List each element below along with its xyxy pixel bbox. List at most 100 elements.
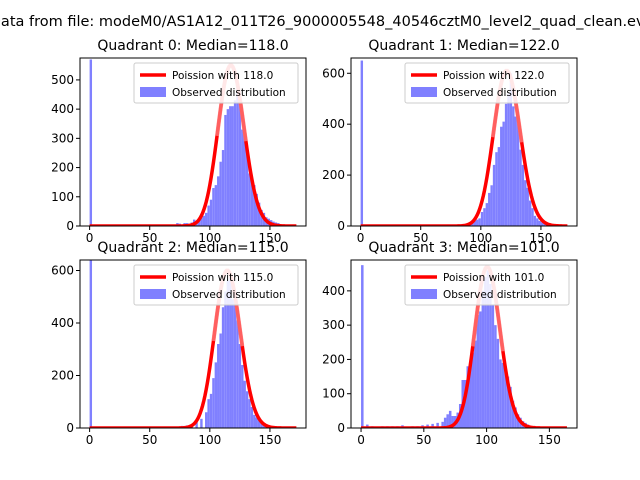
- legend: Poission with 118.0 Observed distribution: [133, 62, 299, 104]
- y-tick-label: 200: [51, 369, 74, 383]
- histogram-bar: [250, 407, 254, 428]
- histogram-bar: [431, 423, 434, 428]
- histogram-bar: [226, 281, 230, 428]
- histogram-bar: [531, 208, 534, 226]
- histogram-bar: [484, 277, 487, 428]
- poisson-curve: [89, 63, 297, 226]
- legend-box: [404, 264, 570, 306]
- histogram-bar: [248, 173, 251, 226]
- histogram-bar: [205, 412, 208, 428]
- histogram-bar: [478, 218, 481, 226]
- y-tick-label: 600: [51, 264, 74, 278]
- legend-histogram-swatch: [411, 289, 437, 299]
- legend: Poission with 122.0 Observed distribution: [404, 62, 570, 104]
- histogram-bar: [260, 209, 263, 226]
- histogram-bar: [507, 93, 510, 226]
- histogram-bar: [443, 417, 447, 428]
- x-tick-label: 0: [86, 231, 94, 245]
- histogram-bar: [195, 422, 198, 428]
- histogram-bar: [451, 416, 454, 428]
- legend: Poission with 115.0 Observed distribution: [133, 264, 299, 306]
- histogram-bar: [219, 161, 222, 226]
- histogram-bar: [473, 220, 477, 226]
- x-tick-label: 0: [357, 231, 365, 245]
- x-tick-label: 150: [258, 231, 281, 245]
- panel-title: Quadrant 2: Median=115.0: [97, 240, 288, 256]
- y-tick-label: 300: [51, 131, 74, 145]
- histogram-bar: [361, 265, 364, 428]
- histogram-bar: [481, 290, 485, 428]
- axes-frame: [79, 57, 307, 227]
- x-tick-label: 150: [258, 433, 281, 447]
- legend-poisson-label: Poission with 118.0: [172, 70, 273, 82]
- x-tick-label: 100: [198, 433, 221, 447]
- histogram-bar: [212, 378, 215, 428]
- legend-poisson-label: Poission with 122.0: [443, 70, 544, 82]
- histogram-bar: [233, 100, 237, 226]
- histogram-bar: [214, 185, 218, 226]
- histogram-bar: [500, 126, 503, 226]
- histogram-bar: [219, 333, 222, 428]
- y-tick-label: 200: [322, 352, 345, 366]
- histogram-bar: [494, 325, 497, 428]
- histogram-bar: [480, 212, 484, 226]
- histogram-bar: [504, 366, 507, 428]
- legend-box: [133, 62, 299, 104]
- histogram-bar: [233, 302, 237, 428]
- legend-histogram-label: Observed distribution: [443, 87, 557, 99]
- y-tick-label: 0: [337, 219, 345, 233]
- histogram-bar: [490, 185, 493, 226]
- figure-suptitle: Data from file: modeM0/AS1A12_011T26_900…: [0, 14, 640, 30]
- histogram-bar: [217, 344, 220, 428]
- legend-poisson-label: Poission with 101.0: [443, 272, 544, 284]
- panel-title: Quadrant 1: Median=122.0: [368, 38, 559, 54]
- histogram-bar: [471, 352, 475, 428]
- histogram-bar: [516, 414, 520, 428]
- legend-box: [404, 62, 570, 104]
- x-tick-label: 100: [475, 433, 498, 447]
- histogram-bar: [89, 260, 93, 428]
- panel-quadrant-0: 0 50 100 150 0 100 200 300 400 500 Quadrant 0: Med…: [51, 38, 307, 245]
- histogram-bar: [466, 366, 470, 428]
- y-tick-label: 200: [322, 168, 345, 182]
- histogram-bar: [243, 380, 246, 428]
- histogram-bar: [464, 380, 467, 428]
- poisson-curve: [89, 268, 297, 428]
- histogram-bar: [260, 422, 263, 428]
- legend-histogram-label: Observed distribution: [443, 289, 557, 301]
- histogram-bar: [509, 386, 512, 428]
- histogram-bar: [255, 417, 258, 428]
- x-tick-label: 0: [357, 433, 365, 447]
- legend-histogram-label: Observed distribution: [172, 87, 286, 99]
- y-tick-label: 400: [322, 284, 345, 298]
- x-tick-label: 100: [198, 231, 221, 245]
- histogram-bar: [229, 273, 232, 428]
- histogram-bar: [521, 164, 525, 226]
- histogram-bar: [483, 208, 486, 226]
- y-tick-label: 600: [322, 66, 345, 80]
- histogram-bar: [200, 418, 203, 428]
- histogram-bar: [479, 311, 482, 428]
- histogram-bar: [241, 365, 244, 428]
- histogram-bar: [512, 106, 515, 226]
- y-tick-label: 100: [51, 190, 74, 204]
- histogram-bar: [514, 116, 517, 226]
- histogram-bar: [448, 410, 452, 428]
- histogram-bar: [229, 106, 232, 226]
- y-tick-label: 100: [322, 387, 345, 401]
- histogram-bar: [519, 149, 522, 226]
- histogram-bar: [200, 217, 203, 226]
- histogram-bar: [241, 129, 244, 226]
- panel-quadrant-1: 0 50 100 150 0 200 400 600 Quadrant 1: Median=12…: [322, 38, 578, 245]
- histogram-bar: [488, 192, 491, 226]
- legend-histogram-swatch: [140, 87, 166, 97]
- histogram-bar: [528, 200, 532, 226]
- histogram-bar: [441, 421, 444, 428]
- histogram-bar: [446, 414, 449, 428]
- panel-quadrant-2: 0 50 100 150 0 200 400 600 Quadrant 2: Median=11…: [51, 240, 307, 447]
- histogram-bar: [207, 205, 210, 226]
- histogram-bar: [212, 188, 215, 226]
- histogram-bar: [485, 203, 489, 226]
